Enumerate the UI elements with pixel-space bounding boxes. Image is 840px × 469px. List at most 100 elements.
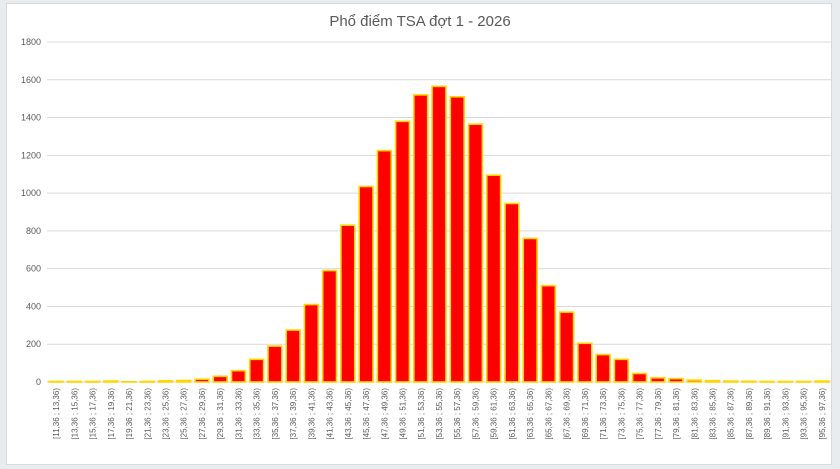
y-tick-label: 1400 [21,113,41,123]
bar [66,380,83,383]
x-tick-label: [83,36 ; 85,36) [708,388,717,440]
bar [413,94,429,383]
bar [741,380,757,383]
y-tick-label: 1800 [21,37,41,47]
x-tick-label: [15,36 ; 17,36) [89,388,98,440]
x-tick-label: [19,36 ; 21,36) [125,388,134,440]
bar [394,120,411,383]
bar [577,342,593,383]
y-tick-label: 1600 [21,75,41,85]
bar [558,311,575,383]
bar [449,95,465,383]
x-tick-label: [41,36 ; 43,36) [326,388,335,440]
x-tick-label: [11,36 ; 13,36) [52,388,61,439]
x-tick-label: [33,36 ; 35,36) [253,388,262,440]
bar [650,377,666,383]
bar [631,372,648,383]
y-tick-label: 600 [26,264,41,274]
bar [668,377,684,383]
x-tick-label: [87,36 ; 89,36) [745,388,754,440]
x-tick-label: [55,36 ; 57,36) [453,388,462,440]
x-tick-label: [69,36 ; 71,36) [581,388,590,440]
x-tick-label: [51,36 ; 53,36) [417,388,426,440]
bar [157,380,174,383]
x-tick-label: [79,36 ; 81,36) [672,388,681,440]
x-tick-label: [67,36 ; 69,36) [563,388,572,440]
x-axis-ticks: [11,36 ; 13,36) [13,36 ; 15,36) [15,36 ; 1… [52,388,827,440]
x-tick-label: [39,36 ; 41,36) [307,388,316,440]
bar [230,369,247,383]
x-tick-label: [59,36 ; 61,36) [490,388,499,440]
bar [759,380,775,383]
x-tick-label: [73,36 ; 75,36) [617,388,626,440]
x-tick-label: [31,36 ; 33,36) [234,388,243,440]
x-tick-label: [77,36 ; 79,36) [654,388,663,440]
x-tick-label: [21,36 ; 23,36) [143,388,152,440]
chart-title: Phổ điểm TSA đợt 1 - 2026 [329,13,510,30]
bar [139,380,156,383]
x-tick-label: [53,36 ; 55,36) [435,388,444,440]
x-tick-label: [91,36 ; 93,36) [781,388,790,440]
bar [48,380,64,383]
x-tick-label: [45,36 ; 47,36) [362,388,371,440]
bar [358,185,374,383]
bar [777,380,794,383]
bar [285,329,301,383]
bar [595,353,611,383]
bar [522,237,538,383]
x-tick-label: [27,36 ; 29,36) [198,388,207,440]
x-tick-label: [95,36 ; 97,36) [818,388,827,440]
bar [540,284,557,383]
x-tick-label: [81,36 ; 83,36) [690,388,699,440]
x-tick-label: [17,36 ; 19,36) [107,388,116,440]
bar [613,358,630,383]
chart-frame: Phổ điểm TSA đợt 1 - 2026 0 200 400 600 800 1… [6,3,832,465]
bar [103,380,119,383]
x-tick-label: [61,36 ; 63,36) [508,388,517,440]
bar [194,378,210,383]
y-tick-label: 0 [36,377,41,387]
x-tick-label: [93,36 ; 95,36) [800,388,809,440]
bar [704,379,721,383]
bar [212,375,228,383]
y-tick-label: 400 [26,301,41,311]
x-tick-label: [75,36 ; 77,36) [636,388,645,440]
x-tick-label: [23,36 ; 25,36) [162,388,171,440]
x-tick-label: [35,36 ; 37,36) [271,388,280,440]
bar [504,202,520,383]
x-tick-label: [13,36 ; 15,36) [70,388,79,440]
x-tick-label: [85,36 ; 87,36) [727,388,736,440]
x-tick-label: [47,36 ; 49,36) [380,388,389,440]
bar [267,345,283,383]
y-tick-label: 1200 [21,150,41,160]
x-tick-label: [89,36 ; 91,36) [763,388,772,440]
bar [431,85,447,383]
x-tick-label: [25,36 ; 27,36) [180,388,189,440]
y-tick-label: 200 [26,339,41,349]
bar [795,380,812,383]
x-tick-label: [37,36 ; 39,36) [289,388,298,440]
bar [321,269,338,383]
bar [303,303,320,383]
bars [48,85,830,383]
x-tick-label: [29,36 ; 31,36) [216,388,225,440]
y-tick-label: 800 [26,226,41,236]
bar [722,380,739,383]
x-tick-label: [49,36 ; 51,36) [399,388,408,440]
bar [84,380,101,383]
bar [376,149,393,383]
bar [814,380,830,383]
bar [176,379,192,383]
x-tick-label: [57,36 ; 59,36) [471,388,480,440]
y-axis-ticks: 0 200 400 600 800 1000 1200 1400 1600 1800 [21,37,41,387]
x-tick-label: [65,36 ; 67,36) [544,388,553,440]
y-tick-label: 1000 [21,188,41,198]
bar [248,358,265,383]
bar [340,224,356,383]
x-tick-label: [63,36 ; 65,36) [526,388,535,440]
histogram-chart: Phổ điểm TSA đợt 1 - 2026 0 200 400 600 800 1… [21,13,831,440]
bar [467,123,484,383]
bar [686,379,702,383]
x-tick-label: [43,36 ; 45,36) [344,388,353,440]
x-tick-label: [71,36 ; 73,36) [599,388,608,440]
